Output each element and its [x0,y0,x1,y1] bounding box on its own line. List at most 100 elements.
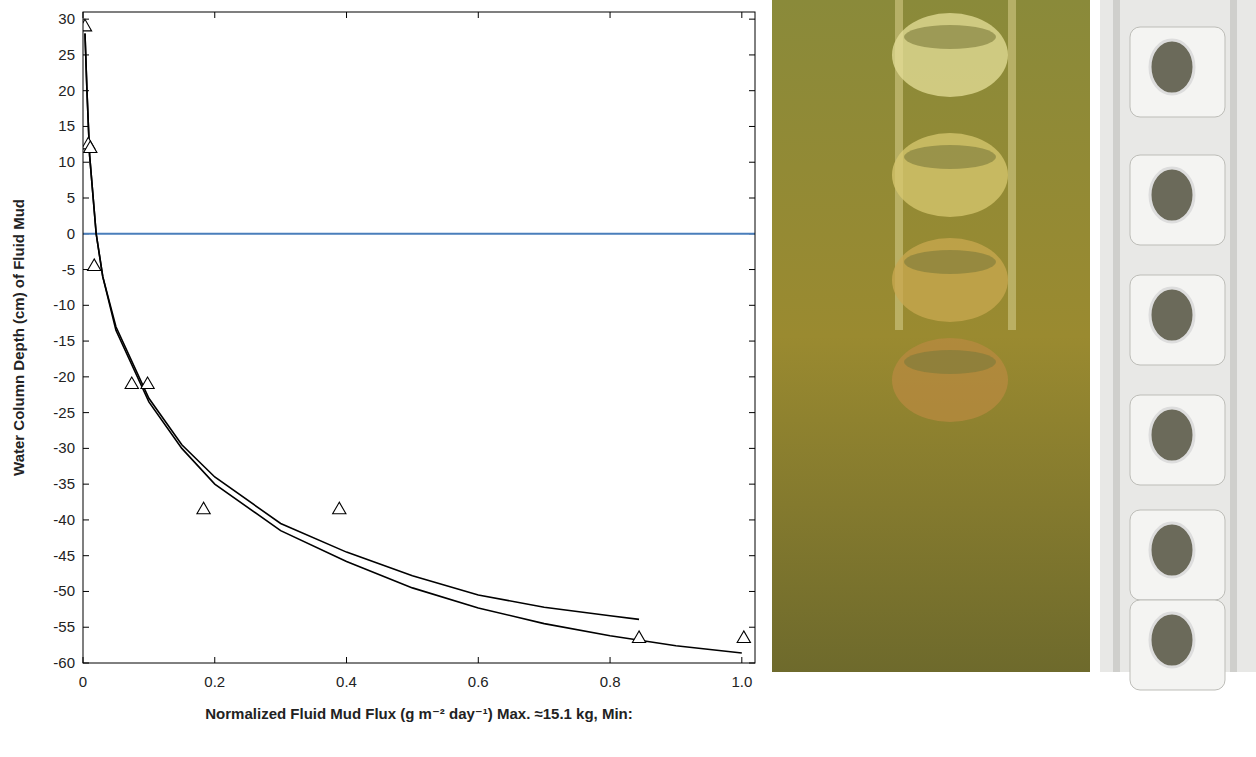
y-tick-right [749,376,755,377]
x-tick-top [610,12,611,18]
y-tick-right [749,269,755,270]
x-tick [610,657,611,663]
photo-rod [1113,0,1120,672]
y-tick-right [749,305,755,306]
x-tick-label: 0.8 [600,673,621,690]
data-point [737,631,750,643]
y-tick [83,19,89,20]
y-tick [83,591,89,592]
y-tick-right [749,448,755,449]
x-tick-top [346,12,347,18]
x-tick-label: 1.0 [731,673,752,690]
photo-cup-mouth [1150,613,1194,667]
y-tick-right [749,54,755,55]
y-tick-right [749,519,755,520]
plot-area [83,12,755,663]
x-tick [741,657,742,663]
photo-cup [1130,600,1225,690]
photo-cup [892,338,1008,422]
y-tick-right [749,484,755,485]
data-point [83,19,92,31]
y-tick-label: -25 [53,404,75,421]
fit-curve [85,33,639,619]
photo-cup-mouth [1150,168,1194,222]
x-tick [214,657,215,663]
y-tick-label: 5 [67,189,75,206]
y-tick-right [749,198,755,199]
y-tick-right [749,162,755,163]
x-tick-top [741,12,742,18]
photo-cup-rim [904,145,996,169]
y-tick-label: -20 [53,368,75,385]
y-tick-label: -60 [53,654,75,671]
y-axis-title: Water Column Depth (cm) of Fluid Mud [10,199,27,476]
plot-frame [83,12,755,663]
data-point [88,259,101,271]
y-tick-label: -50 [53,582,75,599]
photo-cup-mouth [1150,408,1194,462]
y-tick-label: 0 [67,225,75,242]
y-tick-right [749,90,755,91]
y-tick-label: 25 [58,46,75,63]
y-tick [83,412,89,413]
data-point [84,141,97,153]
y-tick [83,376,89,377]
y-tick [83,341,89,342]
photo-cup-rim [904,350,996,374]
x-tick-label: 0.4 [336,673,357,690]
y-tick [83,484,89,485]
x-tick-label: 0.2 [204,673,225,690]
x-tick [346,657,347,663]
photo-panels [772,0,1256,690]
photo-cup [1130,395,1225,485]
ticks: -60-55-50-45-40-35-30-25-20-15-10-505101… [53,10,755,690]
y-tick [83,90,89,91]
photo-rod [1008,0,1016,330]
y-tick-label: -10 [53,296,75,313]
y-tick [83,519,89,520]
y-tick [83,198,89,199]
photo-cup [1130,27,1225,117]
x-tick-label: 0.6 [468,673,489,690]
marks [83,19,755,653]
photo-cup [1130,510,1225,600]
x-tick [478,657,479,663]
y-tick-label: -45 [53,547,75,564]
y-tick-right [749,126,755,127]
x-tick-top [214,12,215,18]
data-point [333,502,346,514]
photo-cup-mouth [1150,40,1194,94]
y-tick-right [749,627,755,628]
y-tick-label: 30 [58,10,75,27]
photo-cup [892,13,1008,97]
photo-cup [1130,155,1225,245]
x-axis-title: Normalized Fluid Mud Flux (g m⁻² day⁻¹) … [205,705,632,722]
photo-cup [892,238,1008,322]
photo-sampler [1100,0,1256,672]
photo-cup-rim [904,25,996,49]
photo-cup-mouth [1150,523,1194,577]
photo-cup-mouth [1150,288,1194,342]
y-tick [83,305,89,306]
photo-rod [1230,0,1237,672]
y-tick-right [749,19,755,20]
y-tick-right [749,412,755,413]
chart: -60-55-50-45-40-35-30-25-20-15-10-505101… [0,0,1256,757]
y-tick-label: -55 [53,618,75,635]
y-tick-right [749,591,755,592]
y-tick [83,627,89,628]
x-tick-label: 0 [79,673,87,690]
photo-cup [1130,275,1225,365]
data-point [141,377,154,389]
data-point [125,377,138,389]
y-tick-label: -40 [53,511,75,528]
photo-cup [892,133,1008,217]
photo-cup-rim [904,250,996,274]
fit-curve [85,33,742,653]
y-tick-right [749,341,755,342]
reference-line [83,233,755,235]
y-tick-label: 20 [58,82,75,99]
y-tick-label: -15 [53,332,75,349]
photo-column [772,0,1090,672]
y-tick-label: -35 [53,475,75,492]
